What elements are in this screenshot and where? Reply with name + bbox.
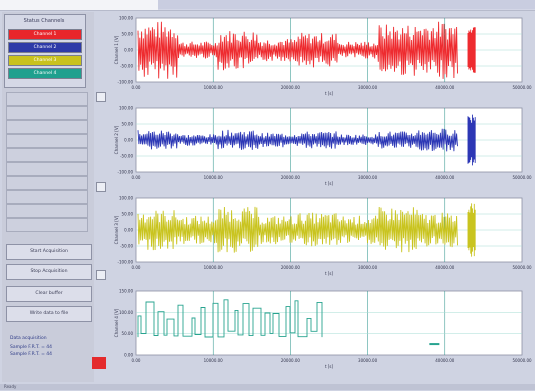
y-axis-label: Channel 1 [V] bbox=[114, 35, 119, 64]
x-tick-label: 10000.00 bbox=[204, 265, 224, 270]
signal-trace bbox=[137, 114, 476, 166]
y-axis-label: Channel 3 [V] bbox=[114, 215, 119, 244]
x-tick-label: 20000.00 bbox=[281, 265, 301, 270]
info-line-2: Sample F.R.T. = 44 bbox=[10, 352, 52, 357]
plot-area bbox=[135, 290, 523, 356]
trace-marker bbox=[429, 343, 440, 346]
list-row[interactable] bbox=[6, 162, 88, 176]
title-strip bbox=[0, 0, 535, 9]
x-tick-label: 30000.00 bbox=[358, 85, 378, 90]
x-tick-label: 0.00 bbox=[132, 175, 141, 180]
x-tick-label: 30000.00 bbox=[358, 358, 378, 363]
info-line-1: Sample F.R.T. = 44 bbox=[10, 345, 52, 350]
y-tick-label: -50.00 bbox=[120, 154, 133, 159]
y-tick-label: 150.00 bbox=[119, 289, 133, 294]
list-row[interactable] bbox=[6, 92, 88, 106]
x-tick-label: 50000.00 bbox=[512, 265, 532, 270]
y-axis-label: Channel 2 [V] bbox=[114, 125, 119, 154]
x-tick-label: 10000.00 bbox=[204, 175, 224, 180]
y-tick-label: 50.00 bbox=[122, 122, 134, 127]
clear-buffer-button[interactable]: Clear buffer bbox=[6, 286, 92, 302]
x-tick-label: 20000.00 bbox=[281, 358, 301, 363]
x-tick-label: 0.00 bbox=[132, 265, 141, 270]
x-axis-label: t [s] bbox=[325, 271, 333, 276]
title-tab bbox=[0, 0, 158, 12]
list-row[interactable] bbox=[6, 176, 88, 190]
y-tick-label: -50.00 bbox=[120, 244, 133, 249]
stop-acquisition-button[interactable]: Stop Acquisition bbox=[6, 264, 92, 280]
write-file-button[interactable]: Write data to file bbox=[6, 306, 92, 322]
y-tick-label: -100.00 bbox=[118, 260, 134, 265]
x-axis-label: t [s] bbox=[325, 364, 333, 369]
list-row[interactable] bbox=[6, 148, 88, 162]
signal-trace bbox=[137, 203, 476, 257]
x-tick-label: 50000.00 bbox=[512, 358, 532, 363]
plot-2-toggle[interactable] bbox=[96, 182, 106, 192]
channel-group-title: Status Channels bbox=[23, 18, 65, 24]
x-tick-label: 30000.00 bbox=[358, 265, 378, 270]
y-tick-label: 0.00 bbox=[124, 228, 133, 233]
plot-1-toggle[interactable] bbox=[96, 92, 106, 102]
x-tick-label: 40000.00 bbox=[435, 358, 455, 363]
x-tick-label: 40000.00 bbox=[435, 265, 455, 270]
x-tick-label: 0.00 bbox=[132, 85, 141, 90]
x-tick-label: 50000.00 bbox=[512, 85, 532, 90]
plot-3-toggle[interactable] bbox=[96, 270, 106, 280]
y-tick-label: -50.00 bbox=[120, 64, 133, 69]
x-tick-label: 10000.00 bbox=[204, 358, 224, 363]
channel-4-plot: 150.00 100.00 50.00 0.000.00 10000.00 20000.0… bbox=[114, 289, 532, 370]
x-tick-label: 20000.00 bbox=[281, 85, 301, 90]
list-row[interactable] bbox=[6, 204, 88, 218]
x-tick-label: 20000.00 bbox=[281, 175, 301, 180]
y-axis-label: Channel 4 [V] bbox=[114, 308, 119, 337]
y-tick-label: 0.00 bbox=[124, 48, 133, 53]
y-tick-label: -100.00 bbox=[118, 170, 134, 175]
y-tick-label: 0.00 bbox=[124, 138, 133, 143]
x-tick-label: 50000.00 bbox=[512, 175, 532, 180]
y-tick-label: 50.00 bbox=[122, 212, 134, 217]
signal-trace bbox=[137, 21, 476, 79]
y-tick-label: 50.00 bbox=[122, 32, 134, 37]
start-acquisition-button[interactable]: Start Acquisition bbox=[6, 244, 92, 260]
list-row[interactable] bbox=[6, 120, 88, 134]
x-tick-label: 40000.00 bbox=[435, 85, 455, 90]
list-row[interactable] bbox=[6, 134, 88, 148]
x-tick-label: 30000.00 bbox=[358, 175, 378, 180]
x-axis-label: t [s] bbox=[325, 91, 333, 96]
y-tick-label: -100.00 bbox=[118, 80, 134, 85]
y-tick-label: 50.00 bbox=[122, 331, 134, 336]
y-tick-label: 0.00 bbox=[124, 353, 133, 358]
list-row[interactable] bbox=[6, 218, 88, 232]
channel-4-button[interactable]: Channel 4 bbox=[8, 68, 82, 79]
channel-1-button[interactable]: Channel 1 bbox=[8, 29, 82, 40]
info-title: Data acquisition bbox=[10, 336, 47, 341]
channel-2-button[interactable]: Channel 2 bbox=[8, 42, 82, 53]
list-row[interactable] bbox=[6, 190, 88, 204]
x-tick-label: 0.00 bbox=[132, 358, 141, 363]
record-indicator bbox=[92, 357, 106, 369]
signal-trace bbox=[137, 299, 323, 338]
y-tick-label: 100.00 bbox=[119, 310, 133, 315]
x-tick-label: 40000.00 bbox=[435, 175, 455, 180]
x-axis-label: t [s] bbox=[325, 181, 333, 186]
list-row[interactable] bbox=[6, 106, 88, 120]
x-tick-label: 10000.00 bbox=[204, 85, 224, 90]
y-tick-label: 100.00 bbox=[119, 106, 133, 111]
status-bar: Ready bbox=[0, 384, 535, 390]
y-tick-label: 100.00 bbox=[119, 16, 133, 21]
y-tick-label: 100.00 bbox=[119, 196, 133, 201]
channel-3-button[interactable]: Channel 3 bbox=[8, 55, 82, 66]
